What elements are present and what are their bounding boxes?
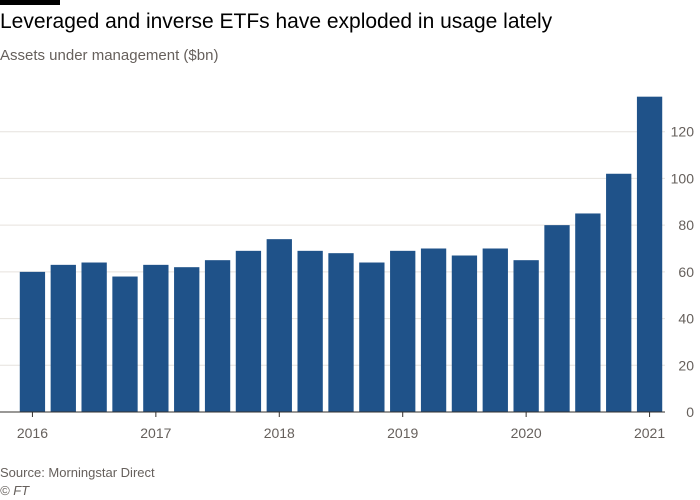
bar xyxy=(636,96,663,412)
bar xyxy=(390,250,416,412)
x-tick-label: 2020 xyxy=(511,425,542,441)
bar xyxy=(174,267,200,412)
y-tick-label: 60 xyxy=(678,264,694,280)
y-tick-label: 100 xyxy=(671,170,695,186)
bar xyxy=(235,250,262,412)
x-tick-label: 2018 xyxy=(264,425,295,441)
bar xyxy=(297,250,323,412)
x-tick-label: 2016 xyxy=(17,425,48,441)
bar xyxy=(420,248,447,412)
bar xyxy=(575,213,601,412)
bar xyxy=(81,262,107,412)
chart-title: Leveraged and inverse ETFs have exploded… xyxy=(0,10,553,33)
bar xyxy=(50,264,76,412)
y-tick-label: 40 xyxy=(678,311,694,327)
bar xyxy=(112,276,138,412)
top-rule xyxy=(0,0,60,5)
y-tick-label: 80 xyxy=(678,217,694,233)
bar xyxy=(328,253,354,412)
bar xyxy=(482,248,508,412)
bar xyxy=(606,173,632,412)
source-note: Source: Morningstar Direct xyxy=(0,465,155,480)
bar-chart: 0 20 40 60 80 100 120 2016 2017 2018 2019 2020 2021 xyxy=(0,96,695,441)
bar xyxy=(266,239,292,412)
x-tick-label: 2017 xyxy=(140,425,171,441)
bar xyxy=(143,264,169,412)
bar xyxy=(19,271,46,412)
bar xyxy=(451,255,478,412)
ft-credit: © FT xyxy=(0,483,30,498)
bar xyxy=(359,262,385,412)
bar xyxy=(204,260,231,412)
x-tick-label: 2021 xyxy=(634,425,665,441)
y-tick-label: 20 xyxy=(678,357,694,373)
y-tick-label: 0 xyxy=(686,404,694,420)
bar xyxy=(544,225,570,412)
chart-subtitle: Assets under management ($bn) xyxy=(0,47,219,64)
bar xyxy=(513,260,539,412)
y-tick-label: 120 xyxy=(671,124,695,140)
x-tick-label: 2019 xyxy=(387,425,418,441)
